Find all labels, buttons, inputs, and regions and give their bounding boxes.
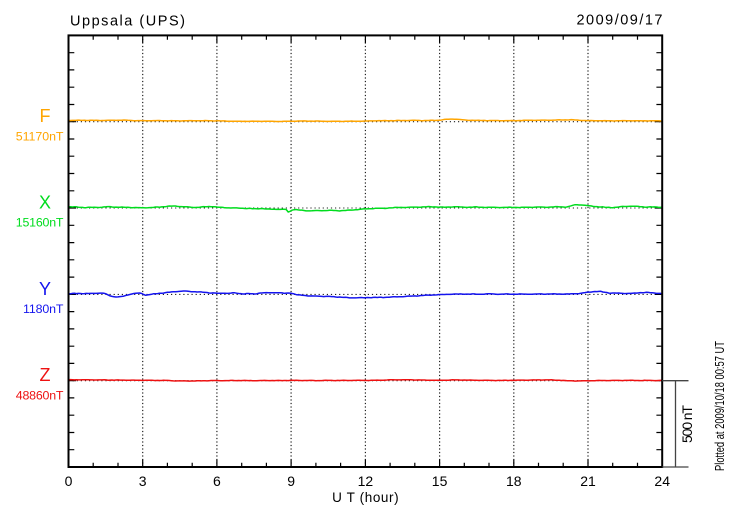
svg-text:21: 21 (580, 473, 596, 489)
svg-text:2009/09/17: 2009/09/17 (577, 13, 663, 29)
svg-text:Z: Z (40, 365, 51, 385)
svg-text:51170nT: 51170nT (16, 129, 64, 143)
svg-text:24: 24 (654, 473, 670, 489)
svg-text:1180nT: 1180nT (23, 302, 64, 316)
svg-text:12: 12 (358, 473, 374, 489)
svg-text:6: 6 (213, 473, 221, 489)
svg-text:15160nT: 15160nT (16, 216, 64, 230)
svg-text:18: 18 (506, 473, 522, 489)
svg-text:Uppsala (UPS): Uppsala (UPS) (70, 14, 185, 30)
svg-text:U T (hour): U T (hour) (332, 490, 399, 505)
svg-text:9: 9 (287, 473, 295, 489)
svg-text:F: F (40, 106, 51, 126)
svg-text:Y: Y (39, 279, 51, 299)
svg-text:X: X (39, 193, 51, 213)
svg-text:Plotted at 2009/10/18 00:57 UT: Plotted at 2009/10/18 00:57 UT (713, 341, 727, 471)
svg-text:3: 3 (139, 473, 147, 489)
svg-text:48860nT: 48860nT (16, 388, 64, 402)
svg-text:500 nT: 500 nT (679, 405, 695, 443)
svg-text:15: 15 (432, 473, 448, 489)
svg-text:0: 0 (65, 473, 73, 489)
